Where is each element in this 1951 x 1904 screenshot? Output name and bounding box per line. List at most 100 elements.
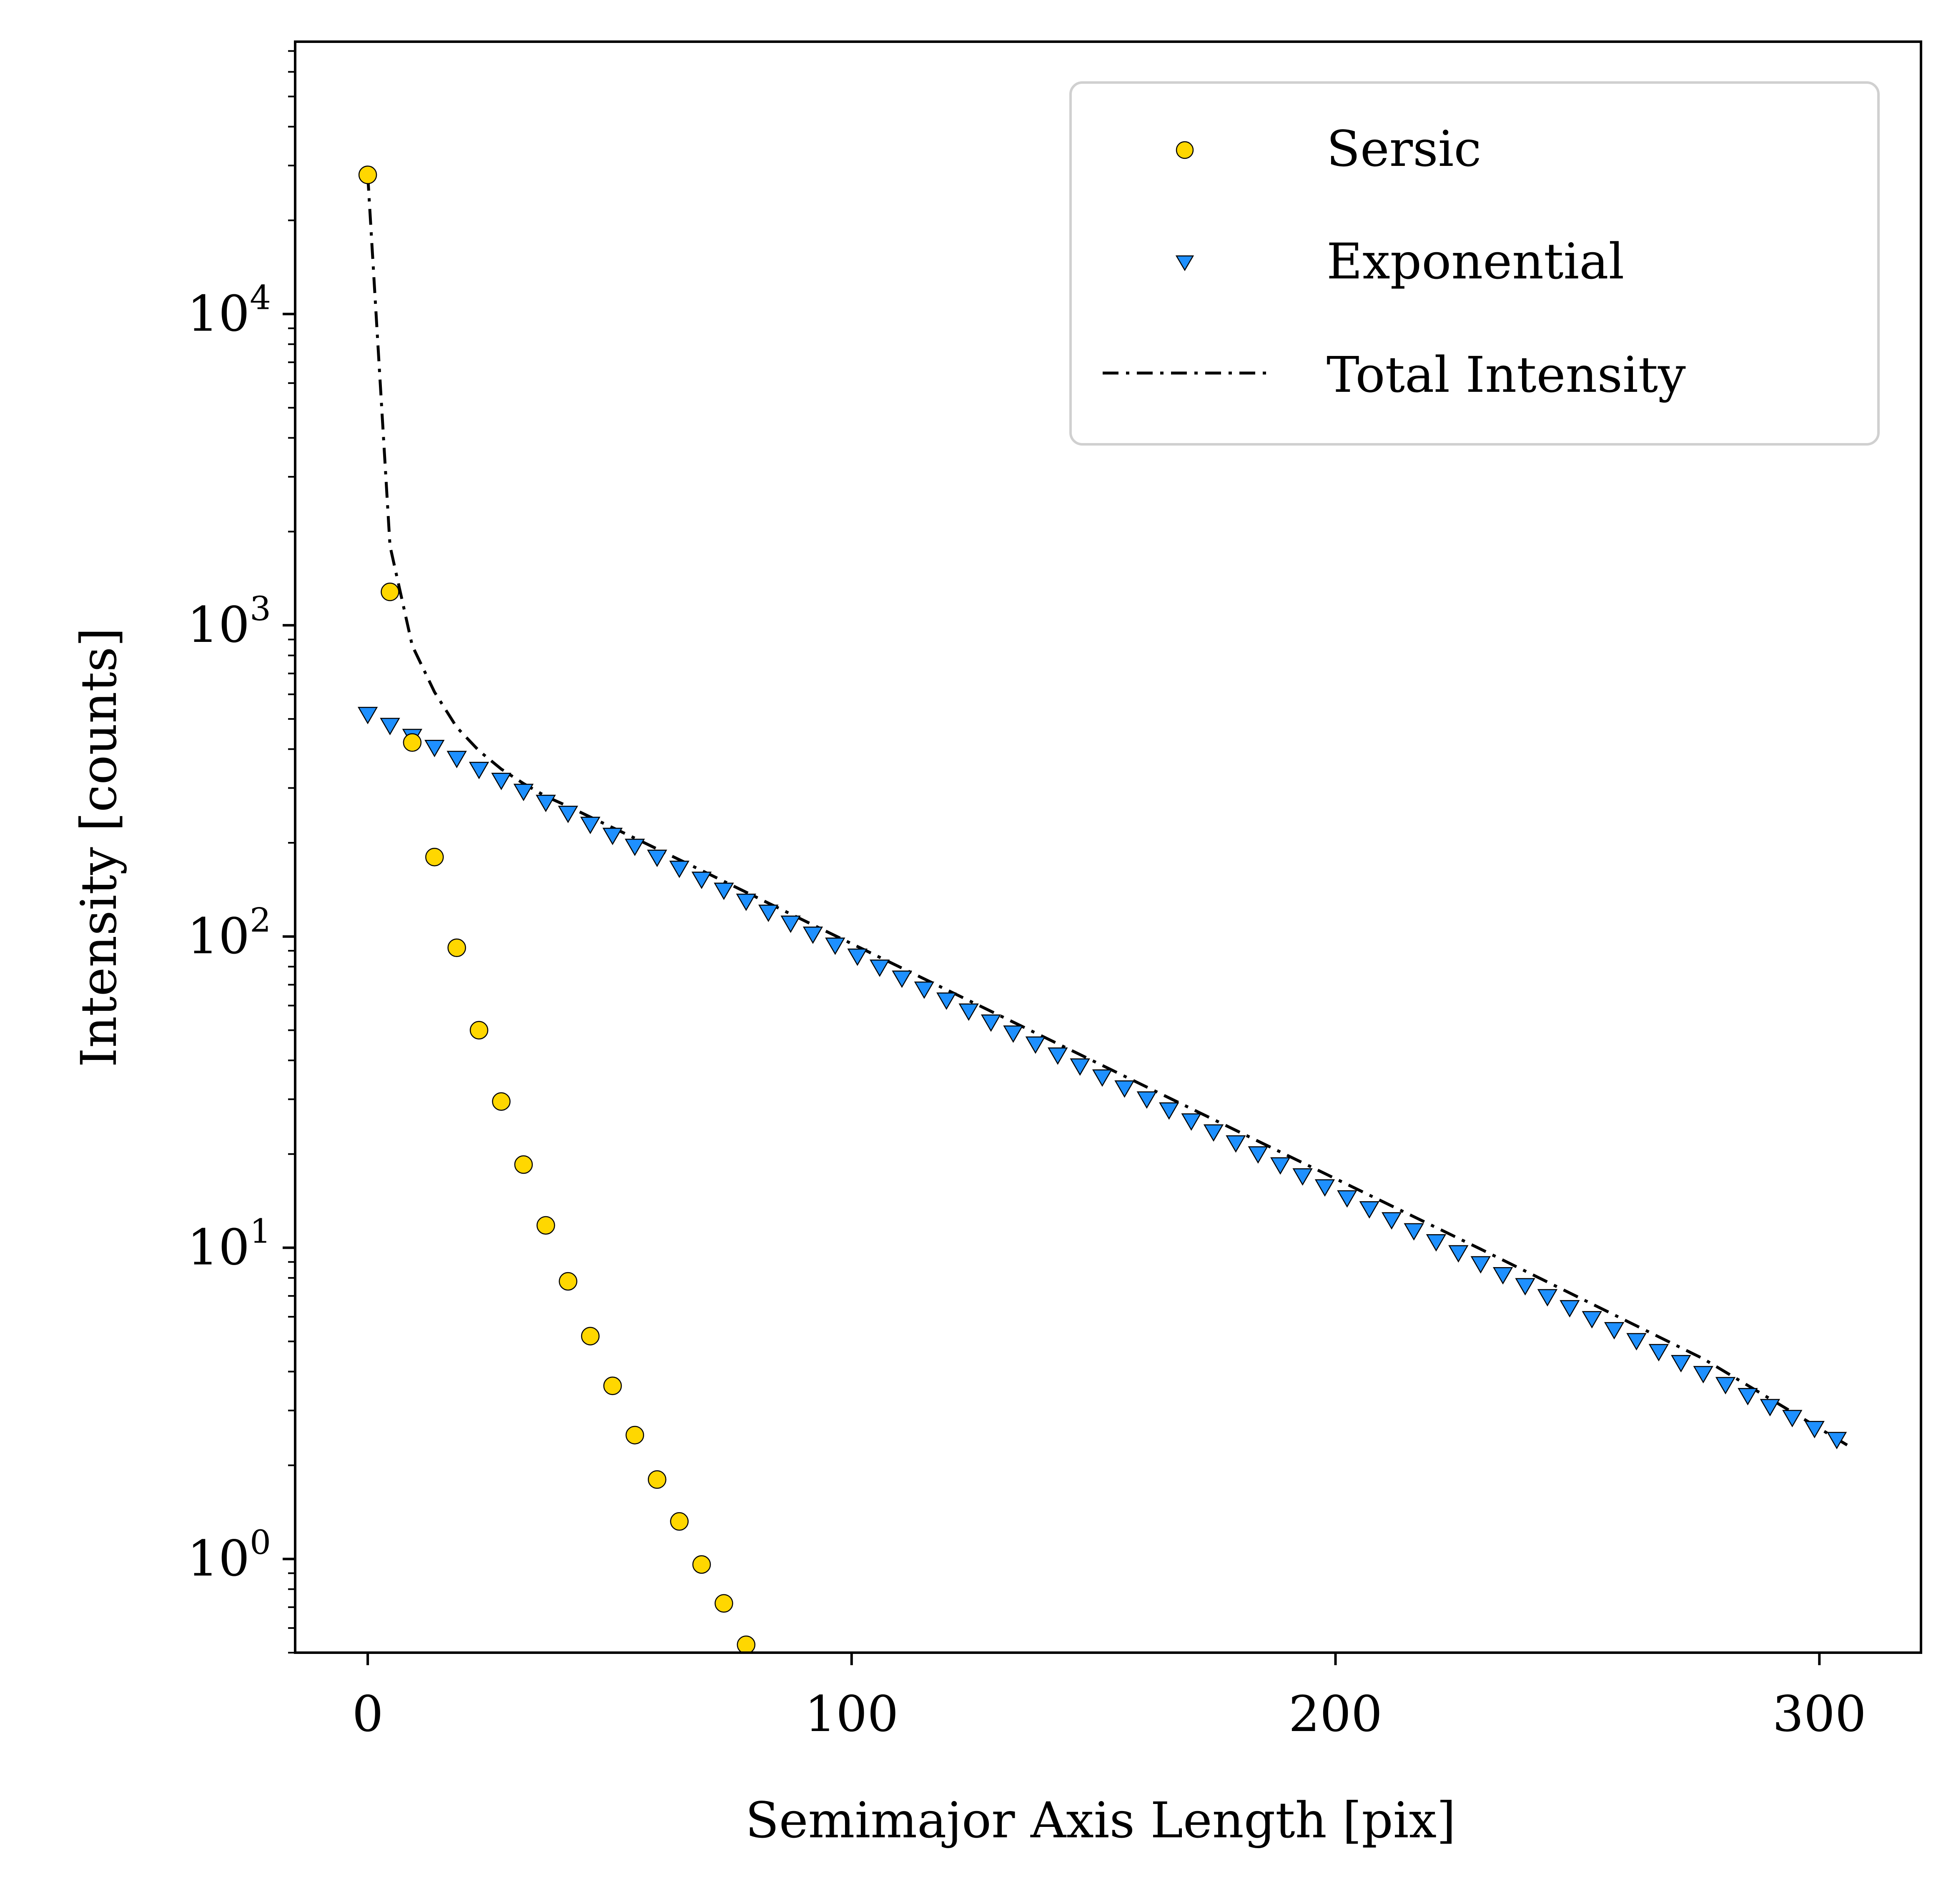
exponential-point xyxy=(357,706,378,724)
exponential-point xyxy=(558,806,578,823)
exponential-point xyxy=(1114,1080,1135,1098)
y-tick-label: 104 xyxy=(187,278,271,342)
legend-exponential-label: Exponential xyxy=(1327,233,1624,290)
exponential-point xyxy=(869,960,890,977)
y-tick-exponent: 3 xyxy=(250,589,271,628)
exponential-point xyxy=(1292,1168,1313,1186)
sersic-point xyxy=(514,1155,533,1174)
plot-area xyxy=(357,165,1851,1653)
sersic-point xyxy=(492,1092,511,1111)
exponential-point xyxy=(1136,1091,1157,1109)
exponential-point xyxy=(1314,1179,1335,1197)
exponential-point xyxy=(1226,1135,1246,1153)
y-tick-label: 102 xyxy=(187,901,271,965)
exponential-point xyxy=(1648,1344,1669,1362)
exponential-point xyxy=(1070,1058,1090,1076)
exponential-point xyxy=(1270,1157,1291,1175)
total-intensity-line xyxy=(366,175,1851,1448)
exponential-point xyxy=(1560,1300,1580,1318)
exponential-point xyxy=(1159,1102,1179,1120)
exponential-point xyxy=(1760,1399,1780,1417)
exponential-point xyxy=(825,937,845,955)
sersic-point xyxy=(425,847,444,867)
x-tick-label: 300 xyxy=(1773,1685,1866,1743)
legend-exponential-marker xyxy=(1175,255,1194,271)
sersic-point xyxy=(469,1021,489,1040)
sersic-point xyxy=(715,1594,733,1613)
exponential-point xyxy=(1470,1256,1491,1274)
sersic-point xyxy=(670,1512,689,1531)
exponential-point xyxy=(758,904,779,922)
exponential-point xyxy=(892,970,912,988)
exponential-point xyxy=(802,927,823,944)
legend: Sersic Exponential Total Intensity xyxy=(1069,81,1880,446)
exponential-point xyxy=(1826,1432,1847,1450)
exponential-point xyxy=(1382,1212,1402,1230)
sersic-point xyxy=(647,1470,667,1489)
exponential-point xyxy=(1203,1124,1224,1142)
exponential-point xyxy=(1048,1047,1068,1065)
exponential-point xyxy=(1404,1223,1424,1241)
exponential-point xyxy=(958,1003,979,1021)
x-tick-label: 100 xyxy=(805,1685,898,1743)
y-tick-exponent: 4 xyxy=(250,278,271,317)
y-tick-base: 10 xyxy=(187,1530,250,1587)
exponential-point xyxy=(847,948,868,966)
exponential-point xyxy=(1025,1036,1046,1054)
plot-frame xyxy=(294,40,1922,1654)
y-tick-base: 10 xyxy=(187,907,250,965)
legend-total-label: Total Intensity xyxy=(1327,346,1686,403)
exponential-point xyxy=(1092,1069,1113,1087)
y-tick-base: 10 xyxy=(187,285,250,342)
y-tick-base: 10 xyxy=(187,596,250,654)
exponential-point xyxy=(647,849,667,867)
exponential-point xyxy=(714,882,734,900)
exponential-point xyxy=(1715,1377,1736,1395)
y-tick-exponent: 1 xyxy=(250,1212,271,1251)
exponential-point xyxy=(1003,1025,1023,1043)
sersic-point xyxy=(537,1216,555,1235)
plot-data xyxy=(357,165,1851,1653)
exponential-point xyxy=(491,773,512,790)
sersic-point xyxy=(358,165,377,184)
sersic-point xyxy=(381,582,399,601)
exponential-point xyxy=(580,817,601,834)
exponential-point xyxy=(536,794,556,812)
exponential-point xyxy=(736,893,756,911)
exponential-point xyxy=(780,915,801,933)
exponential-point xyxy=(981,1014,1001,1032)
exponential-point xyxy=(691,872,712,889)
x-tick-label: 200 xyxy=(1289,1685,1382,1743)
exponential-point xyxy=(1181,1113,1201,1131)
exponential-point xyxy=(1782,1410,1803,1428)
exponential-point xyxy=(1693,1366,1713,1384)
sersic-point xyxy=(625,1425,644,1445)
exponential-point xyxy=(469,762,489,779)
y-tick-exponent: 0 xyxy=(250,1523,271,1562)
sersic-point xyxy=(603,1376,622,1395)
sersic-point xyxy=(559,1272,577,1291)
x-tick-label: 0 xyxy=(352,1685,384,1743)
legend-sersic-label: Sersic xyxy=(1327,120,1481,178)
exponential-point xyxy=(446,751,467,769)
exponential-point xyxy=(1626,1333,1647,1350)
exponential-point xyxy=(914,981,935,999)
exponential-point xyxy=(1337,1190,1357,1208)
exponential-point xyxy=(1537,1289,1558,1307)
exponential-point xyxy=(1448,1245,1469,1263)
exponential-point xyxy=(1604,1322,1625,1340)
x-axis-ticks: 0 100 200 300 xyxy=(352,1653,1866,1743)
y-tick-base: 10 xyxy=(187,1219,250,1276)
y-tick-exponent: 2 xyxy=(250,901,271,939)
sersic-point xyxy=(692,1555,711,1574)
exponential-point xyxy=(1804,1421,1825,1438)
exponential-point xyxy=(1359,1201,1379,1219)
exponential-point xyxy=(424,739,445,757)
exponential-point xyxy=(1671,1355,1691,1373)
x-axis-label: Semimajor Axis Length [pix] xyxy=(745,1791,1456,1849)
exponential-point xyxy=(380,718,400,736)
sersic-point xyxy=(403,733,422,752)
exponential-point xyxy=(624,839,645,856)
